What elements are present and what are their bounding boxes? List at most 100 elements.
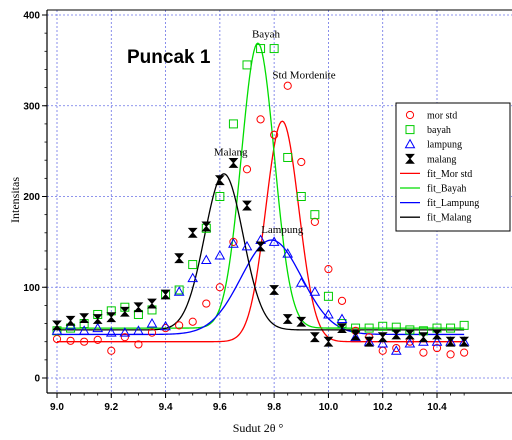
data-point-bayah <box>215 192 225 201</box>
data-point-lampung <box>336 313 348 324</box>
data-point-malang <box>92 314 103 324</box>
data-point-malang <box>174 253 185 264</box>
data-point-mor-std <box>215 283 224 292</box>
legend-label: fit_Lampung <box>427 198 479 209</box>
y-tick-label: 200 <box>23 192 40 203</box>
data-point-bayah <box>296 192 306 201</box>
data-point-lampung <box>214 249 226 260</box>
data-point-lampung <box>309 286 321 296</box>
legend-marker-bayah <box>405 125 415 135</box>
data-point-lampung <box>323 308 334 319</box>
y-tick-label: 300 <box>23 101 40 112</box>
data-point-mor-std <box>242 165 252 174</box>
data-point-malang <box>147 298 157 309</box>
data-point-mor-std <box>270 130 279 139</box>
data-point-lampung <box>119 327 131 337</box>
data-point-malang <box>432 329 442 340</box>
data-point-malang <box>228 158 239 168</box>
legend-label: malang <box>427 154 456 165</box>
data-point-malang <box>364 336 375 347</box>
data-point-lampung <box>228 238 239 248</box>
annotation-label: Malang <box>214 147 248 159</box>
y-tick-label: 400 <box>23 11 40 22</box>
data-point-lampung <box>390 345 402 355</box>
data-point-lampung <box>51 325 63 335</box>
axes: 9.0 9.2 9.4 9.6 9.8 10.0 10.2 10.4 0 100 200 300 400 <box>23 9 512 413</box>
data-point-malang <box>337 323 347 333</box>
data-point-malang <box>160 289 171 300</box>
legend-label: fit_Mor std <box>427 169 472 180</box>
data-point-mor-std <box>175 321 184 330</box>
legend-box <box>395 102 511 232</box>
data-point-malang <box>404 329 415 340</box>
data-point-malang <box>242 200 252 211</box>
data-point-mor-std <box>310 217 319 227</box>
data-point-mor-std <box>80 337 89 346</box>
data-point-bayah <box>174 285 184 295</box>
annotation-label: Lampung <box>261 224 304 236</box>
legend-label: mor std <box>427 111 457 122</box>
data-point-malang <box>65 315 76 326</box>
data-point-malang <box>391 329 402 340</box>
data-point-malang <box>459 336 470 347</box>
data-point-mor-std <box>432 343 442 353</box>
data-point-bayah <box>269 44 279 54</box>
data-point-malang <box>187 227 198 238</box>
legend-marker-malang <box>405 153 415 164</box>
x-tick-label: 10.4 <box>427 402 447 413</box>
data-point-lampung <box>78 325 90 335</box>
data-point-malang <box>255 241 266 252</box>
data-point-bayah <box>283 152 293 162</box>
legend-label: fit_Bayah <box>427 184 466 195</box>
data-point-mor-std <box>297 157 306 167</box>
x-tick-label: 9.0 <box>50 402 64 413</box>
data-point-mor-std <box>202 299 211 308</box>
data-point-malang <box>309 332 320 343</box>
data-point-mor-std <box>120 333 129 342</box>
data-point-lampung <box>350 331 361 342</box>
data-point-bayah <box>242 60 252 70</box>
data-point-bayah <box>323 291 333 301</box>
x-tick-label: 9.8 <box>267 402 281 413</box>
x-tick-label: 9.4 <box>159 402 173 413</box>
data-point-malang <box>214 175 225 186</box>
data-point-malang <box>269 285 280 295</box>
legend-marker-lampung <box>404 138 416 149</box>
data-point-malang <box>445 336 456 347</box>
data-point-lampung <box>268 236 280 246</box>
data-point-mor-std <box>188 317 197 326</box>
data-point-bayah <box>364 323 374 333</box>
x-tick-label: 10.0 <box>319 402 339 413</box>
data-point-lampung <box>146 318 158 328</box>
data-point-lampung <box>105 327 117 337</box>
data-point-mor-std <box>93 335 102 344</box>
data-point-lampung <box>187 272 199 283</box>
legend-label: bayah <box>427 125 451 136</box>
data-point-mor-std <box>392 343 401 353</box>
data-point-mor-std <box>134 340 143 349</box>
y-axis-title: Intensitas <box>8 177 22 223</box>
data-point-bayah <box>228 119 238 129</box>
data-point-mor-std <box>446 350 455 359</box>
data-point-bayah <box>188 260 198 270</box>
data-point-lampung <box>92 322 104 333</box>
data-point-lampung <box>133 325 144 335</box>
data-point-mor-std <box>256 115 265 124</box>
annotations: Bayah Std Mordenite Malang Lampung <box>214 29 336 236</box>
data-point-bayah <box>446 323 456 333</box>
data-point-malang <box>119 306 130 317</box>
data-point-lampung <box>431 336 443 346</box>
data-point-lampung <box>377 337 389 348</box>
data-point-lampung <box>282 248 294 258</box>
legend: mor std bayah lampung malang fit_Mor std fit_… <box>395 102 511 232</box>
data-point-malang <box>418 332 429 343</box>
data-point-malang <box>79 313 90 324</box>
data-point-malang <box>52 320 62 331</box>
data-point-lampung <box>241 240 253 251</box>
y-tick-label: 100 <box>23 283 40 294</box>
x-axis-title: Sudut 2θ ° <box>233 421 284 435</box>
data-point-malang <box>350 330 361 341</box>
data-point-mor-std <box>324 265 333 274</box>
